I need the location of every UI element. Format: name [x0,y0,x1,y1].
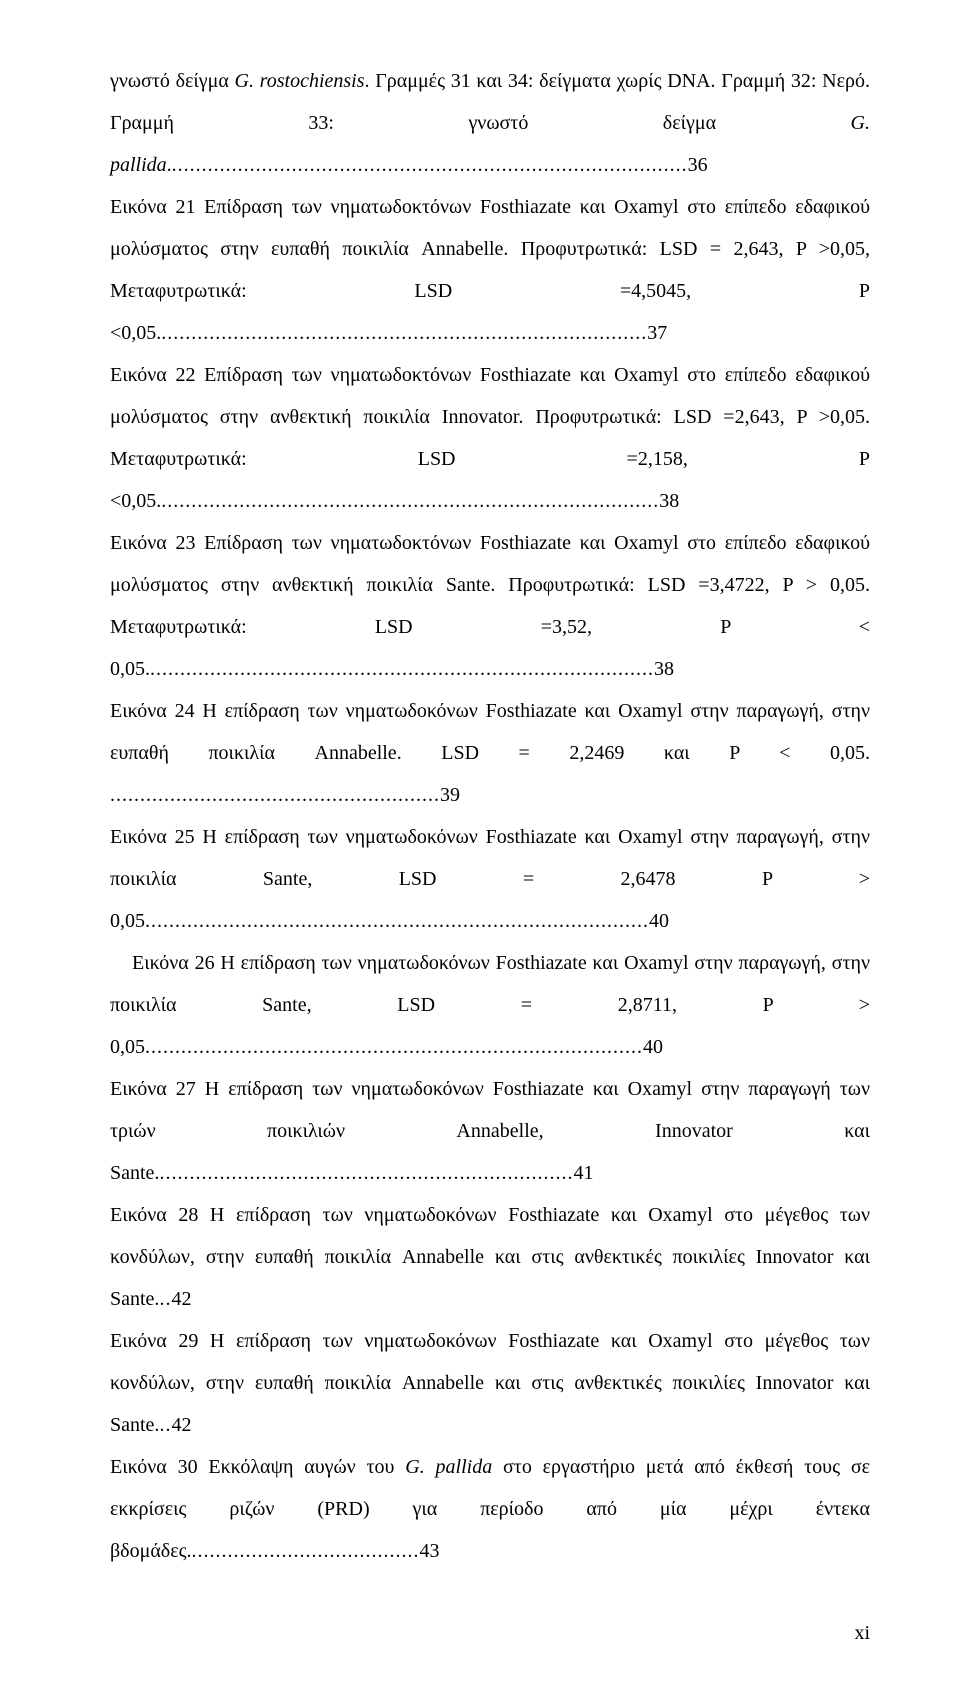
figure-entry: Εικόνα 23 Επίδραση των νηματωδοκτόνων Fo… [110,522,870,690]
figure-entry: γνωστό δείγμα G. rostochiensis. Γραμμές … [110,60,870,186]
leader-dots: ........................................… [145,1036,643,1058]
figure-entry: Εικόνα 28 Η επίδραση των νηματωδοκόνων F… [110,1194,870,1320]
leader-dots: ........................................… [150,658,654,680]
figure-entry: Εικόνα 24 Η επίδραση των νηματωδοκόνων F… [110,690,870,816]
entry-page: 39 [440,784,460,806]
entry-page: 38 [659,490,679,512]
figure-entry: Εικόνα 26 Η επίδραση των νηματωδοκόνων F… [110,942,870,1068]
entry-page: 40 [643,1036,663,1058]
leader-dots: ........................................… [159,1162,573,1184]
page-number: xi [110,1612,870,1654]
leader-dots: ........................................… [172,154,688,176]
figure-entry: Εικόνα 30 Εκκόλαψη αυγών του G. pallida … [110,1446,870,1572]
entry-page: 42 [171,1288,191,1310]
entry-page: 42 [171,1414,191,1436]
figure-entry: Εικόνα 25 Η επίδραση των νηματωδοκόνων F… [110,816,870,942]
figure-entry: Εικόνα 22 Επίδραση των νηματωδοκτόνων Fo… [110,354,870,522]
leader-dots: ........................................… [161,322,647,344]
entry-page: 43 [420,1540,440,1562]
figure-entry: Εικόνα 29 Η επίδραση των νηματωδοκόνων F… [110,1320,870,1446]
entry-page: 38 [654,658,674,680]
entry-page: 41 [573,1162,593,1184]
entry-page: 40 [649,910,669,932]
figure-entry: Εικόνα 27 Η επίδραση των νηματωδοκόνων F… [110,1068,870,1194]
figure-entry: Εικόνα 21 Επίδραση των νηματωδοκτόνων Fo… [110,186,870,354]
leader-dots: ...................................... [192,1540,420,1562]
entry-page: 36 [688,154,708,176]
leader-dots: ........................................… [110,784,440,806]
leader-dots: .. [159,1288,171,1310]
leader-dots: .. [159,1414,171,1436]
figure-list: γνωστό δείγμα G. rostochiensis. Γραμμές … [110,60,870,1572]
leader-dots: ........................................… [145,910,649,932]
entry-page: 37 [647,322,667,344]
leader-dots: ........................................… [161,490,659,512]
